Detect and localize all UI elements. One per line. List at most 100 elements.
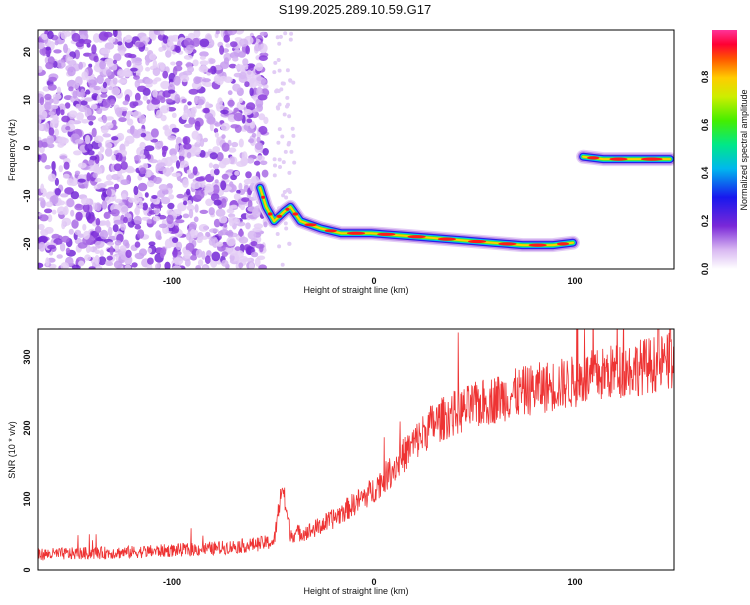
noise-cell	[162, 167, 173, 177]
noise-cell	[83, 230, 90, 240]
noise-cell	[286, 187, 291, 192]
noise-cell	[209, 58, 216, 64]
noise-cell	[81, 119, 89, 124]
noise-cell	[162, 150, 167, 158]
noise-cell	[84, 143, 94, 152]
noise-cell	[155, 143, 162, 150]
noise-cell	[113, 163, 122, 172]
noise-cell	[165, 49, 172, 58]
noise-cell	[225, 43, 231, 48]
noise-cell	[131, 262, 138, 268]
noise-cell	[44, 208, 53, 214]
noise-cell	[290, 126, 295, 131]
noise-cell	[60, 262, 70, 269]
noise-cell	[160, 196, 171, 205]
noise-cell	[199, 51, 209, 57]
noise-cell	[193, 30, 201, 38]
noise-cell	[45, 257, 50, 267]
noise-cell	[219, 61, 230, 69]
noise-cell	[66, 198, 75, 208]
noise-cell	[171, 172, 181, 177]
noise-cell	[283, 31, 288, 36]
noise-cell	[208, 207, 215, 216]
noise-cell	[94, 255, 100, 265]
noise-cell	[47, 244, 56, 250]
noise-cell	[238, 182, 243, 191]
noise-cell	[88, 246, 94, 252]
noise-cell	[221, 134, 226, 139]
colorbar: 0.0 0.2 0.4 0.6 0.8 Normalized spectral …	[700, 30, 749, 275]
noise-cell	[109, 245, 114, 256]
noise-cell	[114, 198, 123, 204]
noise-cell	[102, 133, 111, 138]
noise-cell	[151, 98, 161, 105]
noise-cell	[50, 104, 59, 110]
noise-cell	[71, 264, 81, 269]
noise-cell	[139, 248, 147, 257]
noise-cell	[146, 263, 153, 269]
noise-cell	[207, 68, 214, 73]
noise-cell	[137, 182, 148, 192]
noise-cell	[137, 85, 147, 93]
noise-cell	[124, 242, 130, 249]
noise-cell	[195, 176, 205, 182]
noise-cell	[291, 80, 296, 85]
noise-cell	[99, 146, 105, 153]
noise-cell	[111, 136, 119, 141]
noise-cell	[63, 207, 68, 216]
noise-cell	[106, 174, 113, 181]
noise-cell	[277, 41, 282, 46]
noise-cell	[152, 89, 158, 98]
noise-cell	[38, 140, 44, 148]
noise-cell	[59, 193, 69, 198]
noise-cell	[71, 219, 79, 229]
noise-cell	[152, 59, 158, 69]
noise-cell	[57, 142, 65, 148]
noise-cell	[232, 83, 241, 92]
noise-cell	[248, 64, 254, 72]
noise-cell	[67, 66, 76, 77]
noise-cell	[41, 46, 46, 56]
noise-cell	[186, 152, 192, 159]
noise-cell	[153, 209, 160, 214]
colorbar-tick-label: 0.2	[700, 215, 710, 228]
noise-cell	[185, 242, 195, 252]
noise-cell	[273, 60, 278, 65]
noise-cell	[213, 168, 220, 176]
x-tick-label: -100	[163, 276, 181, 286]
ridge-peak	[346, 231, 366, 235]
noise-cell	[126, 118, 134, 126]
noise-cell	[86, 115, 97, 121]
noise-cell	[233, 112, 244, 122]
ridge-peak	[609, 157, 628, 161]
noise-cell	[120, 161, 128, 170]
noise-cell	[114, 243, 120, 252]
noise-cell	[78, 260, 85, 267]
ridge-peak	[324, 229, 337, 233]
noise-cell	[66, 178, 74, 186]
noise-cell	[133, 185, 139, 196]
noise-cell	[75, 103, 81, 109]
noise-cell	[101, 200, 108, 210]
noise-cell	[247, 206, 257, 212]
noise-cell	[173, 65, 183, 72]
noise-cell	[38, 223, 45, 231]
noise-cell	[38, 197, 45, 202]
noise-cell	[194, 204, 199, 213]
noise-cell	[142, 95, 148, 101]
noise-cell	[102, 115, 107, 124]
noise-cell	[61, 62, 66, 68]
noise-cell	[282, 112, 287, 117]
noise-cell	[79, 30, 87, 34]
noise-cell	[256, 76, 264, 82]
noise-cell	[287, 114, 292, 119]
noise-cell	[291, 133, 296, 138]
y-tick-label: 0	[22, 145, 32, 150]
noise-cell	[263, 116, 269, 125]
snr-panel: -100 0 100 Height of straight line (km) …	[7, 328, 675, 596]
noise-cell	[132, 132, 141, 139]
noise-cell	[75, 203, 82, 209]
noise-cell	[68, 110, 78, 117]
noise-cell	[44, 101, 52, 111]
noise-cell	[120, 223, 127, 231]
